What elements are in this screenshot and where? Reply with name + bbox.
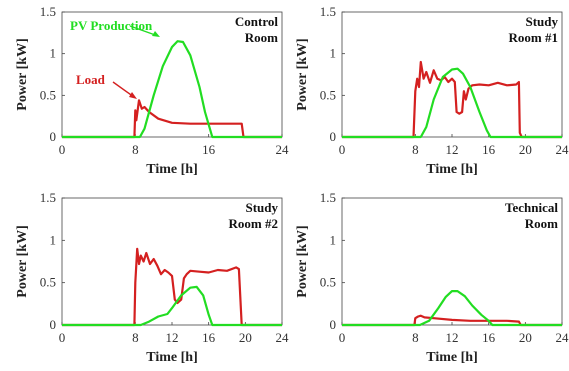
y-tick-label: 0 [50, 129, 57, 144]
x-tick-label: 20 [239, 330, 252, 345]
annotation-arrow-load [112, 81, 137, 99]
panel-title: Room [245, 30, 278, 45]
y-tick-label: 1.5 [320, 4, 336, 19]
y-tick-label: 1 [330, 232, 337, 247]
series-line-load [62, 99, 282, 139]
series-line-pv [62, 40, 282, 139]
chart-panel-4: 0 8 12 16 20 24 0 0.5 1 1.5 Time [h] Power [kW] Tech… [295, 190, 569, 365]
y-tick-label: 0.5 [320, 275, 336, 290]
x-axis-label: Time [h] [426, 350, 477, 365]
x-tick-label: 24 [276, 330, 290, 345]
panel-title: Study [525, 14, 558, 29]
y-tick-label: 0.5 [40, 275, 56, 290]
x-axis-label: Time [h] [426, 162, 477, 177]
plot-area [61, 11, 283, 138]
y-axis-label: Power [kW] [295, 225, 310, 297]
x-tick-label: 20 [519, 142, 532, 157]
y-tick-label: 1 [330, 46, 337, 61]
x-tick-label: 8 [132, 330, 139, 345]
y-axis-label: Power [kW] [15, 225, 30, 297]
panel-title: Room #1 [509, 30, 558, 45]
y-axis-label: Power [kW] [15, 38, 30, 110]
x-tick-label: 12 [446, 142, 459, 157]
y-tick-label: 0.5 [320, 87, 336, 102]
series-line-pv [342, 290, 562, 327]
series-line-load [342, 60, 562, 139]
panel-title: Control [235, 14, 278, 29]
series-line-load [62, 247, 282, 327]
annotation-arrow-pv [129, 25, 160, 37]
x-tick-label: 0 [339, 142, 346, 157]
y-tick-label: 0.5 [40, 87, 56, 102]
y-tick-label: 1.5 [40, 190, 56, 205]
x-tick-label: 8 [412, 142, 419, 157]
panel-title: Study [245, 200, 278, 215]
series-line-load [342, 314, 562, 327]
x-tick-label: 16 [482, 142, 496, 157]
x-axis-label: Time [h] [146, 350, 197, 365]
chart-panel-1: 0 8 16 24 0 0.5 1 1.5 Time [h] Power [kW] ControlR… [15, 4, 289, 177]
series-line-pv [342, 67, 562, 139]
y-tick-label: 1 [50, 46, 57, 61]
x-tick-label: 0 [59, 330, 66, 345]
x-tick-label: 16 [482, 330, 496, 345]
x-tick-label: 0 [59, 142, 66, 157]
y-tick-label: 1.5 [40, 4, 56, 19]
x-tick-label: 0 [339, 330, 346, 345]
y-tick-label: 0 [50, 317, 57, 332]
x-tick-label: 12 [166, 330, 179, 345]
annotation-load: Load [76, 72, 106, 87]
x-tick-label: 16 [202, 142, 216, 157]
x-tick-label: 24 [276, 142, 290, 157]
y-tick-label: 0 [330, 129, 337, 144]
y-axis-label: Power [kW] [295, 38, 310, 110]
y-tick-label: 1 [50, 232, 57, 247]
x-tick-label: 20 [519, 330, 532, 345]
x-tick-label: 16 [202, 330, 216, 345]
y-tick-label: 0 [330, 317, 337, 332]
chart-panel-3: 0 8 12 16 20 24 0 0.5 1 1.5 Time [h] Power [kW] Stud… [15, 190, 289, 365]
panel-title: Technical [505, 200, 558, 215]
x-tick-label: 12 [446, 330, 459, 345]
annotation-pv: PV Production [70, 18, 153, 33]
y-tick-label: 1.5 [320, 190, 336, 205]
series-line-pv [62, 285, 282, 327]
x-tick-label: 8 [132, 142, 139, 157]
x-tick-label: 8 [412, 330, 419, 345]
x-tick-label: 24 [556, 330, 569, 345]
panel-title: Room [525, 216, 558, 231]
chart-panel-2: 0 8 12 16 20 24 0 0.5 1 1.5 Time [h] Power [kW] Stud… [295, 4, 569, 177]
panel-title: Room #2 [229, 216, 278, 231]
x-axis-label: Time [h] [146, 162, 197, 177]
x-tick-label: 24 [556, 142, 569, 157]
